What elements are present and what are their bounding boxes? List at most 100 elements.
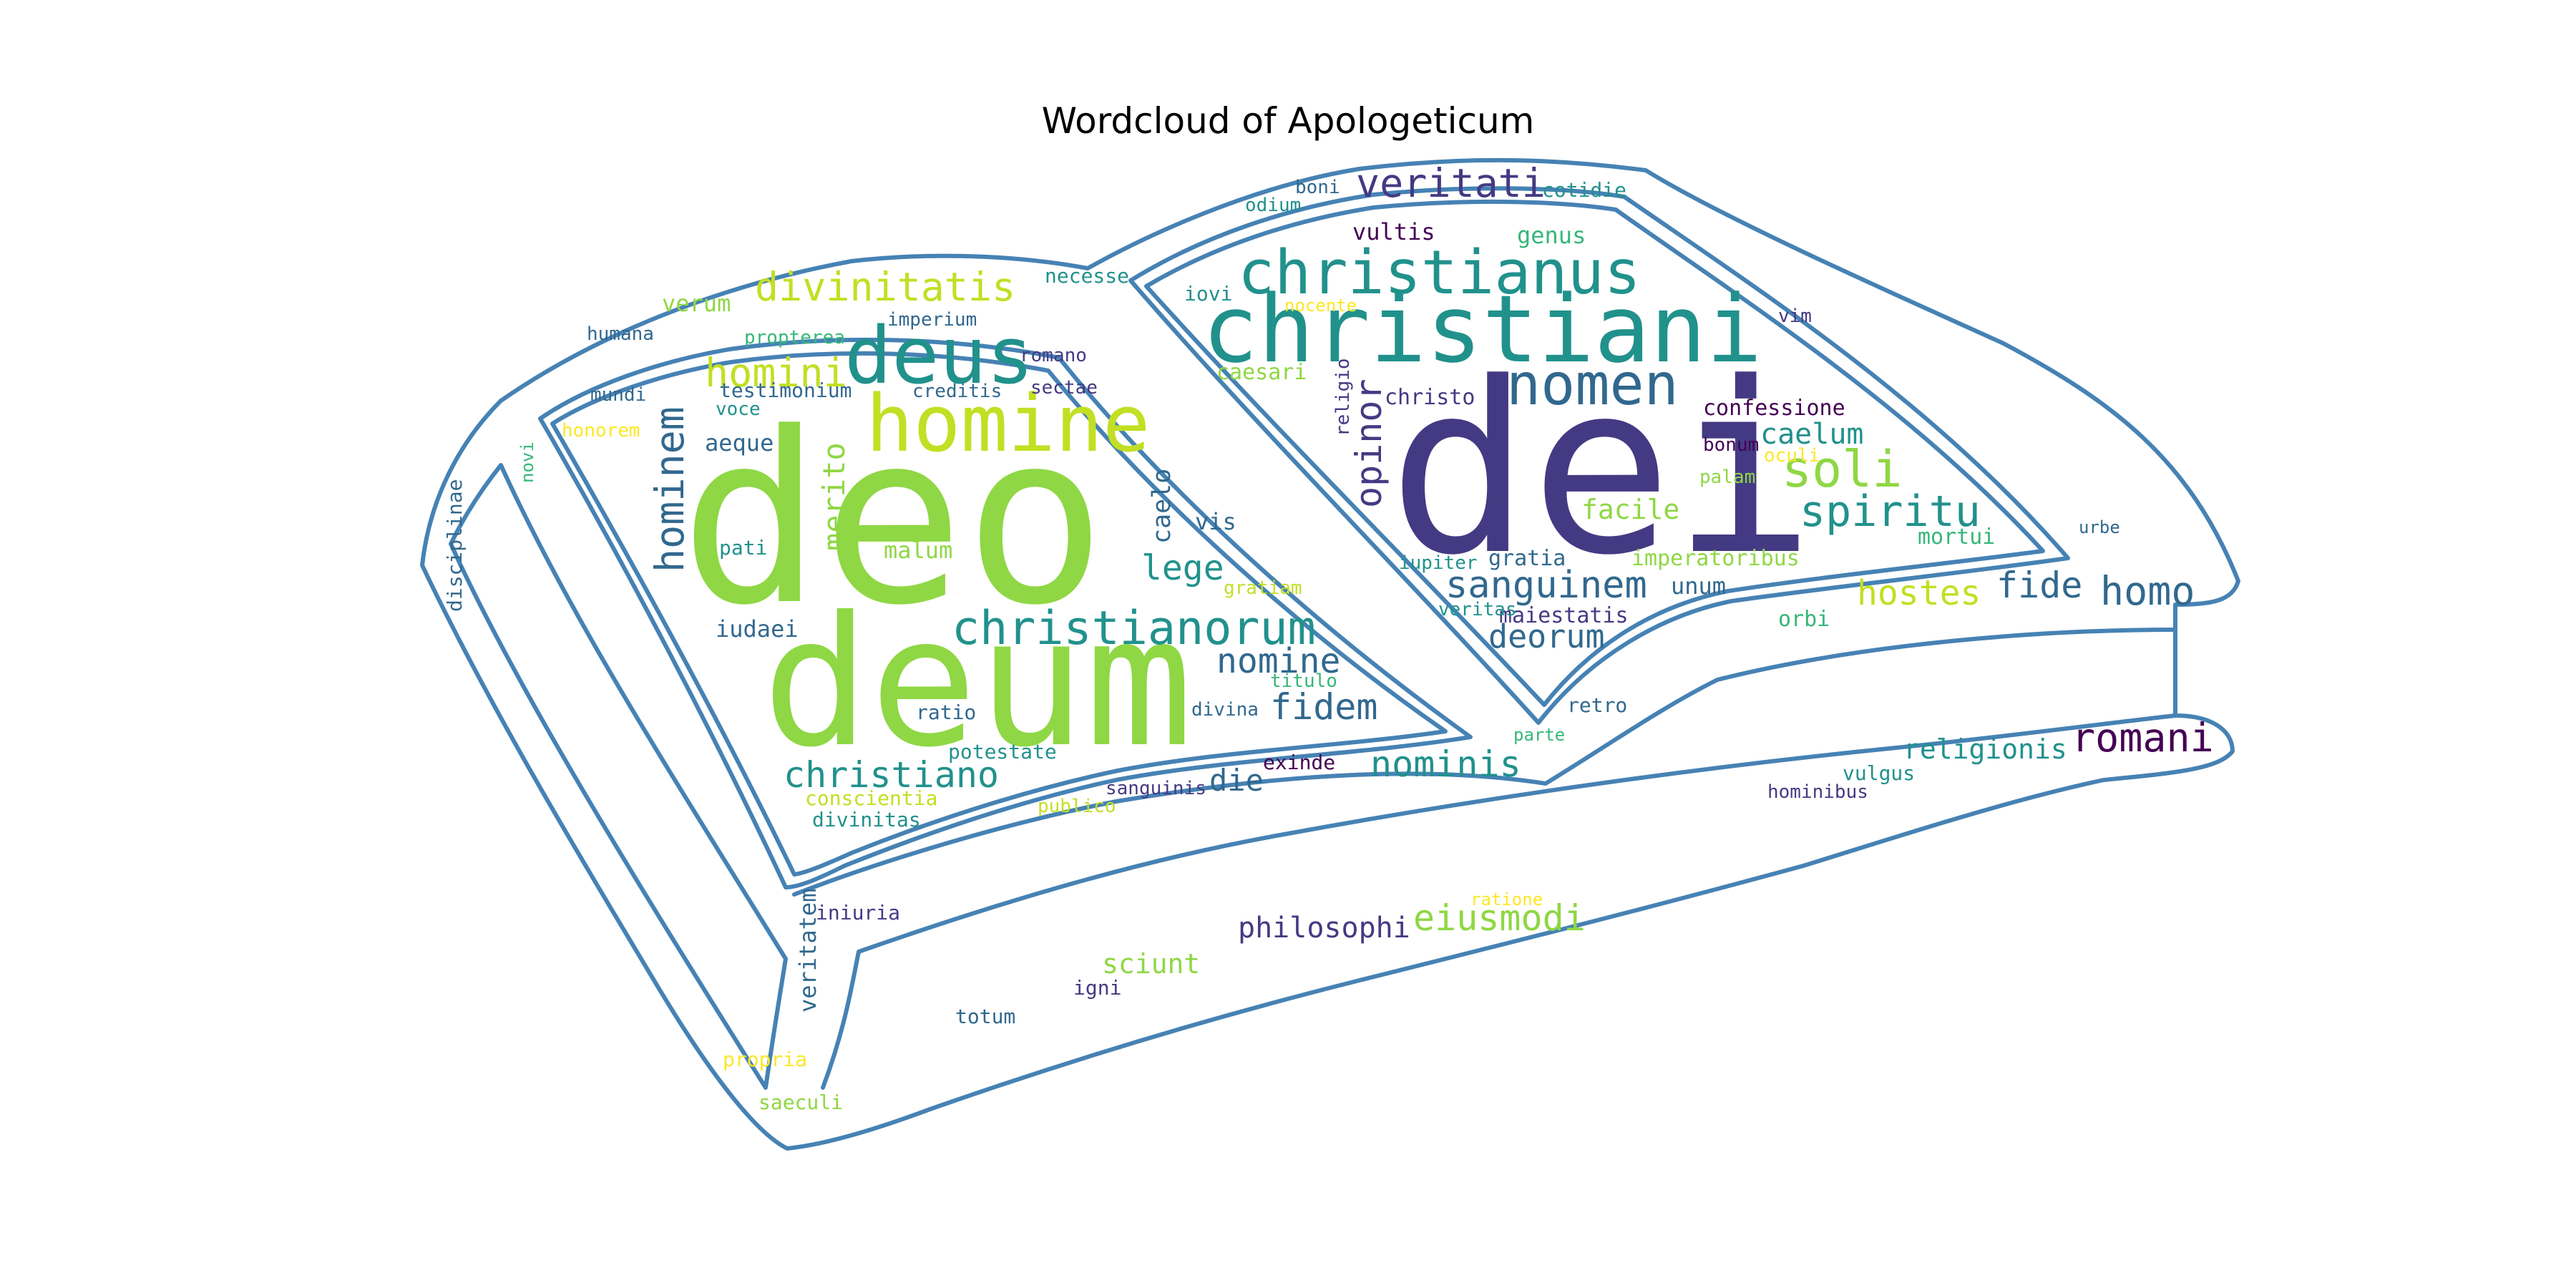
word-soli: soli: [1782, 440, 1903, 499]
word-bonum: bonum: [1703, 434, 1759, 456]
left-cover-edge: [449, 463, 788, 1090]
word-oculi: oculi: [1764, 445, 1820, 467]
word-disciplinae: disciplinae: [443, 479, 467, 612]
word-propria: propria: [723, 1048, 807, 1071]
word-pati: pati: [719, 536, 767, 560]
word-vis: vis: [1195, 508, 1236, 535]
word-veritas: veritas: [1438, 599, 1517, 620]
word-nomen: nomen: [1506, 351, 1679, 418]
word-merito: merito: [816, 442, 852, 551]
word-homini: homini: [705, 350, 847, 396]
word-romano: romano: [1020, 345, 1087, 366]
word-deorum: deorum: [1488, 618, 1605, 655]
word-odium: odium: [1245, 195, 1301, 216]
word-urbe: urbe: [2079, 517, 2120, 537]
word-conscientia: conscientia: [805, 786, 937, 810]
word-iudaei: iudaei: [716, 615, 799, 643]
word-genus: genus: [1517, 222, 1586, 249]
word-deo: deo: [680, 382, 1106, 657]
word-malum: malum: [884, 537, 952, 564]
word-christo: christo: [1385, 385, 1475, 410]
word-orbi: orbi: [1778, 607, 1830, 632]
word-retro: retro: [1567, 693, 1627, 717]
word-divina: divina: [1191, 699, 1259, 721]
word-nocente: nocente: [1284, 296, 1357, 316]
word-caelum: caelum: [1760, 418, 1864, 451]
word-saeculi: saeculi: [758, 1091, 843, 1114]
word-sanguinem: sanguinem: [1445, 564, 1647, 607]
word-aeque: aeque: [705, 429, 774, 457]
word-deum: deum: [762, 578, 1193, 786]
page-stack-middle: [792, 628, 2177, 897]
word-ratione: ratione: [1470, 889, 1543, 909]
word-testimonium: testimonium: [719, 379, 852, 402]
word-voce: voce: [716, 399, 761, 420]
word-divinitas: divinitas: [812, 808, 921, 831]
word-iniuria: iniuria: [816, 901, 900, 924]
word-totum: totum: [955, 1005, 1015, 1028]
word-cotidie: cotidie: [1542, 178, 1626, 202]
word-exinde: exinde: [1263, 751, 1335, 774]
word-christianorum: christianorum: [952, 602, 1316, 655]
word-palam: palam: [1699, 467, 1755, 488]
word-lege: lege: [1141, 548, 1224, 588]
word-fidem: fidem: [1270, 686, 1378, 728]
word-creditis: creditis: [912, 381, 1002, 402]
word-divinitatis: divinitatis: [755, 264, 1015, 310]
left-page-inner-outline: [550, 351, 1448, 877]
word-iovi: iovi: [1184, 282, 1232, 306]
word-honorem: honorem: [562, 420, 640, 441]
word-novi: novi: [517, 441, 537, 483]
word-caelo: caelo: [1148, 469, 1176, 544]
word-vim: vim: [1778, 306, 1812, 327]
word-hominibus: hominibus: [1767, 781, 1868, 803]
word-confessione: confessione: [1703, 396, 1845, 421]
word-gratiam: gratiam: [1224, 577, 1302, 599]
word-publico: publico: [1038, 796, 1116, 817]
word-imperium: imperium: [887, 309, 977, 331]
word-die: die: [1209, 763, 1264, 798]
word-mundi: mundi: [590, 384, 646, 406]
word-boni: boni: [1295, 177, 1340, 198]
right-page-outline: [1128, 186, 2070, 725]
word-eiusmodi: eiusmodi: [1413, 897, 1586, 939]
word-fide: fide: [1996, 565, 2082, 606]
word-propterea: propterea: [744, 327, 845, 348]
right-page-inner-outline: [1144, 199, 2045, 707]
word-nominis: nominis: [1370, 743, 1521, 785]
word-veritatem: veritatem: [794, 889, 821, 1013]
word-christiani: christiani: [1202, 275, 1762, 384]
word-sciunt: sciunt: [1102, 948, 1200, 980]
word-necesse: necesse: [1045, 264, 1129, 288]
word-sectae: sectae: [1030, 377, 1098, 399]
word-hominem: hominem: [647, 406, 693, 572]
word-parte: parte: [1513, 725, 1565, 745]
word-caesari: caesari: [1216, 360, 1307, 385]
word-humana: humana: [587, 323, 654, 345]
word-potestate: potestate: [948, 740, 1057, 763]
word-vultis: vultis: [1352, 218, 1435, 245]
word-homo: homo: [2100, 568, 2195, 614]
page-stack-lower: [821, 713, 2177, 1090]
word-unum: unum: [1671, 572, 1726, 600]
word-igni: igni: [1073, 976, 1121, 1000]
word-philosophi: philosophi: [1238, 912, 1410, 945]
word-religio: religio: [1332, 358, 1354, 436]
word-facile: facile: [1581, 494, 1679, 525]
word-spiritu: spiritu: [1800, 487, 1981, 537]
word-verum: verum: [662, 290, 731, 317]
word-romani: romani: [2072, 715, 2214, 761]
word-iupiter: iupiter: [1399, 552, 1478, 574]
word-gratia: gratia: [1488, 546, 1566, 571]
word-maiestatis: maiestatis: [1499, 603, 1629, 628]
word-nomine: nomine: [1216, 641, 1340, 681]
word-imperatoribus: imperatoribus: [1631, 546, 1800, 571]
chart-title: Wordcloud of Apologeticum: [1041, 100, 1535, 142]
word-deus: deus: [844, 310, 1034, 401]
word-opinor: opinor: [1348, 379, 1390, 508]
word-christiano: christiano: [784, 754, 999, 796]
left-page-outline: [538, 337, 1473, 889]
word-dei: dei: [1388, 332, 1815, 607]
